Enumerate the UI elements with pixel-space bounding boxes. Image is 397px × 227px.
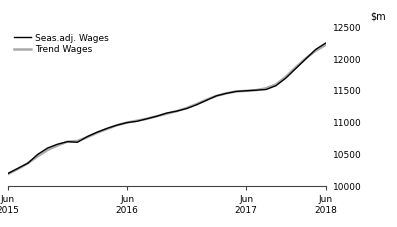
Trend Wages (85, 136, 90, 138)
Trend Wages (293, 66, 298, 69)
Trend Wages (35, 155, 40, 158)
Seas.adj. Wages (154, 115, 159, 118)
Trend Wages (214, 94, 219, 97)
Trend Wages (45, 148, 50, 151)
Seas.adj. Wages (115, 124, 119, 126)
Seas.adj. Wages (125, 121, 129, 124)
Trend Wages (55, 144, 60, 147)
Seas.adj. Wages (184, 107, 189, 110)
Seas.adj. Wages (303, 58, 308, 60)
Seas.adj. Wages (75, 141, 80, 144)
Trend Wages (234, 90, 239, 93)
Trend Wages (204, 98, 209, 101)
Seas.adj. Wages (135, 120, 139, 123)
Trend Wages (65, 140, 70, 143)
Trend Wages (254, 89, 258, 91)
Trend Wages (115, 124, 119, 126)
Trend Wages (145, 117, 149, 120)
Legend: Seas.adj. Wages, Trend Wages: Seas.adj. Wages, Trend Wages (12, 32, 111, 56)
Trend Wages (15, 168, 20, 170)
Seas.adj. Wages (55, 143, 60, 146)
Seas.adj. Wages (194, 104, 199, 106)
Text: $m: $m (370, 12, 386, 22)
Seas.adj. Wages (204, 99, 209, 102)
Seas.adj. Wages (254, 89, 258, 91)
Seas.adj. Wages (65, 140, 70, 143)
Seas.adj. Wages (244, 89, 249, 92)
Trend Wages (224, 92, 229, 95)
Trend Wages (313, 49, 318, 52)
Seas.adj. Wages (313, 48, 318, 51)
Seas.adj. Wages (214, 94, 219, 97)
Trend Wages (25, 162, 30, 165)
Trend Wages (184, 107, 189, 109)
Seas.adj. Wages (25, 162, 30, 165)
Seas.adj. Wages (224, 92, 229, 95)
Trend Wages (244, 89, 249, 92)
Trend Wages (135, 119, 139, 122)
Seas.adj. Wages (323, 42, 328, 44)
Seas.adj. Wages (15, 167, 20, 170)
Trend Wages (164, 112, 169, 115)
Seas.adj. Wages (293, 67, 298, 70)
Seas.adj. Wages (85, 135, 90, 138)
Seas.adj. Wages (45, 147, 50, 149)
Seas.adj. Wages (35, 153, 40, 156)
Trend Wages (323, 44, 328, 46)
Seas.adj. Wages (164, 112, 169, 114)
Trend Wages (283, 75, 288, 78)
Line: Trend Wages: Trend Wages (8, 45, 326, 174)
Trend Wages (303, 57, 308, 60)
Trend Wages (105, 128, 110, 130)
Seas.adj. Wages (174, 110, 179, 113)
Seas.adj. Wages (105, 127, 110, 130)
Seas.adj. Wages (95, 131, 100, 133)
Trend Wages (75, 140, 80, 142)
Trend Wages (264, 87, 268, 90)
Trend Wages (274, 83, 278, 86)
Trend Wages (95, 131, 100, 134)
Line: Seas.adj. Wages: Seas.adj. Wages (8, 43, 326, 173)
Seas.adj. Wages (274, 84, 278, 87)
Trend Wages (125, 121, 129, 124)
Seas.adj. Wages (6, 172, 10, 175)
Seas.adj. Wages (264, 88, 268, 91)
Seas.adj. Wages (283, 77, 288, 79)
Trend Wages (174, 110, 179, 113)
Trend Wages (194, 103, 199, 106)
Seas.adj. Wages (234, 90, 239, 93)
Seas.adj. Wages (145, 117, 149, 120)
Trend Wages (154, 115, 159, 118)
Trend Wages (6, 173, 10, 175)
